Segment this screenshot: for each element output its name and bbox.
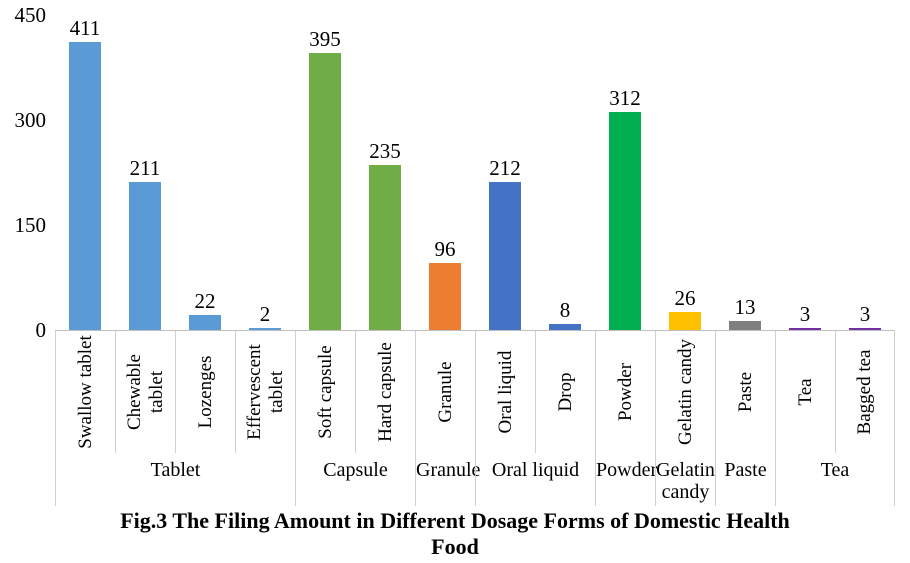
- bar-value-label: 96: [434, 237, 456, 261]
- bar-value-label: 211: [129, 156, 161, 180]
- bar-value-label: 8: [559, 298, 571, 322]
- group-cell: Powder: [595, 452, 658, 506]
- bar-value-label: 395: [309, 27, 341, 51]
- bar: [489, 182, 521, 330]
- bar: [729, 321, 761, 330]
- group-cell: Tea: [775, 452, 895, 506]
- bar-column: 212: [475, 15, 535, 330]
- bar-column: 235: [355, 15, 415, 330]
- category-label: Oral liquid: [494, 350, 516, 434]
- bar: [789, 328, 821, 330]
- y-tick-label: 450: [14, 3, 47, 27]
- bar: [609, 112, 641, 330]
- bar-value-label: 13: [734, 295, 756, 319]
- group-cell: Granule: [415, 452, 481, 506]
- bar-column: 3: [775, 15, 835, 330]
- group-label: Tablet: [150, 459, 201, 481]
- category-label: Tea: [794, 378, 816, 406]
- category-cell: Drop: [535, 331, 595, 453]
- bar: [549, 324, 581, 330]
- category-cell: Lozenges: [175, 331, 235, 453]
- bar-value-label: 212: [489, 156, 521, 180]
- group-cell: Tablet: [55, 452, 295, 506]
- category-label: Effervescent tablet: [243, 344, 287, 440]
- group-cell: Capsule: [295, 452, 415, 506]
- bar-value-label: 312: [609, 86, 641, 110]
- category-label: Hard capsule: [374, 342, 396, 442]
- category-label-row: Swallow tablet Chewable tablet Lozenges Eff…: [55, 330, 895, 453]
- bar-column: 13: [715, 15, 775, 330]
- group-label: Paste: [724, 459, 767, 481]
- category-cell: Swallow tablet: [55, 331, 115, 453]
- y-tick-label: 150: [14, 213, 47, 237]
- y-tick-label: 300: [14, 108, 47, 132]
- group-label: Granule: [416, 459, 481, 481]
- group-cell: Paste: [715, 452, 775, 506]
- group-label: Oral liquid: [491, 459, 580, 481]
- category-cell: Effervescent tablet: [235, 331, 295, 453]
- bar-column: 3: [835, 15, 895, 330]
- bar-column: 312: [595, 15, 655, 330]
- category-label: Swallow tablet: [74, 335, 96, 449]
- bar-value-label: 2: [259, 302, 271, 326]
- bar: [189, 315, 221, 330]
- category-label: Gelatin candy: [674, 338, 696, 446]
- figure-title-line2: Food: [431, 534, 479, 559]
- category-cell: Chewable tablet: [115, 331, 175, 453]
- bar-value-label: 26: [674, 286, 696, 310]
- bars-container: 411 211 22 2 395 235 96 212 8 312 26 13 3 3: [55, 15, 895, 330]
- bar-column: 211: [115, 15, 175, 330]
- bar-column: 395: [295, 15, 355, 330]
- group-label-row: Tablet Capsule Granule Oral liquid Powder Gel…: [55, 452, 895, 506]
- bar-column: 2: [235, 15, 295, 330]
- category-label: Soft capsule: [314, 345, 336, 439]
- bar-column: 22: [175, 15, 235, 330]
- category-cell: Tea: [775, 331, 835, 453]
- bar-column: 8: [535, 15, 595, 330]
- group-cell: Gelatin candy: [655, 452, 715, 506]
- bar-column: 26: [655, 15, 715, 330]
- category-label: Paste: [734, 371, 756, 413]
- bar-value-label: 3: [859, 302, 871, 326]
- group-label: Powder: [596, 459, 658, 481]
- bar: [69, 42, 101, 330]
- plot-area: 0 150 300 450 411 211 22 2 395 235 96 212 8 312 26 13 3…: [14, 3, 895, 341]
- category-cell: Soft capsule: [295, 331, 355, 453]
- bar-value-label: 3: [799, 302, 811, 326]
- figure-title: Fig.3 The Filing Amount in Different Dos…: [0, 508, 910, 560]
- category-label: Powder: [614, 362, 636, 422]
- category-cell: Granule: [415, 331, 475, 453]
- group-label: Capsule: [323, 459, 388, 481]
- category-cell: Paste: [715, 331, 775, 453]
- bar-value-label: 235: [369, 139, 401, 163]
- category-cell: Gelatin candy: [655, 331, 715, 453]
- bar: [249, 328, 281, 330]
- category-cell: Bagged tea: [835, 331, 895, 453]
- group-label: Gelatin candy: [656, 459, 715, 503]
- bar: [669, 312, 701, 330]
- bar: [849, 328, 881, 330]
- category-cell: Hard capsule: [355, 331, 415, 453]
- bar-value-label: 411: [69, 16, 101, 40]
- bar-value-label: 22: [194, 289, 216, 313]
- category-label: Drop: [554, 372, 576, 412]
- group-cell: Oral liquid: [475, 452, 595, 506]
- group-label: Tea: [820, 459, 850, 481]
- bar: [129, 182, 161, 330]
- category-label: Bagged tea: [854, 349, 876, 435]
- category-label: Lozenges: [194, 355, 216, 429]
- y-tick-label: 0: [35, 318, 47, 342]
- bar: [309, 53, 341, 330]
- category-cell: Oral liquid: [475, 331, 535, 453]
- category-label: Granule: [434, 361, 456, 423]
- bar: [429, 263, 461, 330]
- bar-column: 411: [55, 15, 115, 330]
- bar-column: 96: [415, 15, 475, 330]
- figure-title-line1: Fig.3 The Filing Amount in Different Dos…: [120, 508, 790, 533]
- category-cell: Powder: [595, 331, 655, 453]
- category-label: Chewable tablet: [123, 354, 167, 430]
- bar: [369, 165, 401, 330]
